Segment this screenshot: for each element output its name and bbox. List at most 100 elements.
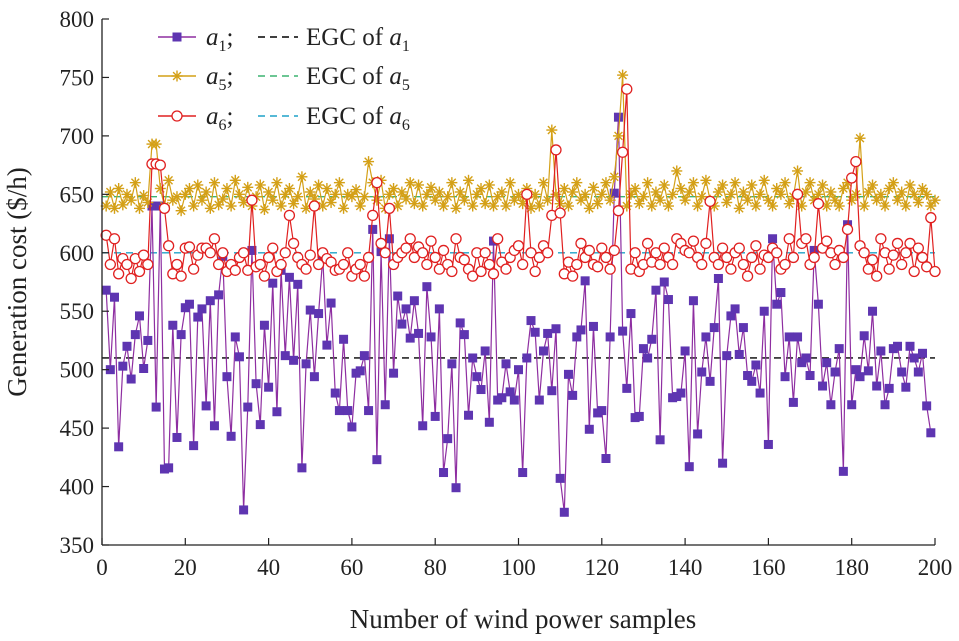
asterisk-stroke: [597, 189, 607, 199]
data-point-a5: [371, 194, 383, 206]
data-point-a1: [784, 332, 794, 342]
data-point-a1: [876, 346, 886, 356]
data-point-a1: [118, 361, 128, 371]
x-tick-label: 40: [257, 555, 280, 580]
data-point-a1: [389, 368, 399, 378]
data-point-a5: [550, 188, 562, 200]
data-point-a5: [271, 177, 283, 189]
asterisk-stroke: [888, 178, 898, 188]
data-point-a5: [683, 186, 695, 198]
asterisk-stroke: [393, 201, 403, 211]
data-point-a6: [367, 209, 379, 222]
data-point-a5: [408, 198, 420, 210]
y-tick-label: 600: [60, 241, 95, 266]
data-point-a6: [375, 237, 387, 250]
data-point-a5: [837, 182, 849, 194]
data-point-a1: [818, 381, 828, 391]
data-point-a6: [841, 223, 854, 236]
data-point-a5: [750, 200, 762, 212]
data-point-a1: [289, 355, 299, 365]
data-point-a5: [867, 179, 879, 191]
asterisk-stroke: [805, 178, 815, 188]
data-point-a5: [596, 188, 608, 200]
data-point-a1: [405, 333, 415, 343]
asterisk-stroke: [135, 203, 144, 213]
asterisk-stroke: [205, 203, 215, 213]
y-tick-label: 400: [60, 475, 95, 500]
data-point-a1: [880, 400, 890, 410]
data-point-a1: [626, 309, 636, 319]
data-point-a5: [171, 70, 183, 82]
data-point-a1: [384, 234, 394, 244]
asterisk-stroke: [530, 189, 540, 199]
data-point-a5: [871, 194, 883, 206]
asterisk-stroke: [118, 200, 128, 210]
data-point-a5: [313, 179, 325, 191]
asterisk-stroke: [268, 195, 278, 205]
data-point-a1: [659, 277, 669, 287]
data-point-a1: [143, 335, 153, 345]
data-point-a1: [543, 328, 553, 338]
data-point-a6: [800, 233, 812, 245]
legend-label-a1: a1;: [206, 24, 233, 55]
data-point-a1: [243, 402, 253, 412]
data-point-a6: [121, 258, 133, 271]
data-point-a6: [591, 261, 604, 273]
data-point-a5: [442, 191, 454, 203]
data-point-a6: [621, 83, 633, 95]
asterisk-stroke: [776, 189, 786, 199]
data-point-a5: [733, 202, 745, 214]
asterisk-stroke: [639, 192, 648, 202]
data-point-a1: [480, 346, 490, 356]
y-tick-label: 500: [60, 358, 95, 383]
data-point-a5: [488, 200, 500, 212]
data-point-a1: [588, 321, 598, 331]
asterisk-stroke: [489, 201, 498, 211]
asterisk-stroke: [593, 199, 603, 209]
data-point-a5: [887, 177, 899, 189]
asterisk-stroke: [276, 201, 286, 211]
data-point-a1: [893, 341, 903, 351]
data-point-a1: [768, 234, 778, 244]
data-point-a5: [721, 197, 733, 209]
data-point-a5: [800, 186, 812, 198]
data-point-a6: [571, 258, 583, 271]
data-point-a1: [726, 311, 736, 321]
data-point-a6: [517, 258, 529, 271]
data-point-a6: [741, 270, 754, 282]
data-point-a1: [793, 332, 803, 342]
data-point-a6: [883, 263, 895, 275]
asterisk-stroke: [405, 178, 415, 188]
asterisk-stroke: [272, 178, 282, 188]
data-point-a5: [142, 197, 154, 209]
data-point-a6: [700, 237, 712, 250]
data-point-a6: [891, 237, 904, 250]
data-point-a6: [383, 202, 396, 215]
data-point-a1: [284, 272, 294, 282]
data-point-a1: [205, 296, 215, 306]
legend-entry-a5: a5; EGC of a5: [158, 63, 410, 94]
data-point-a5: [450, 202, 462, 214]
data-point-a6: [142, 258, 154, 271]
data-point-a1: [822, 358, 832, 368]
asterisk-stroke: [601, 178, 611, 188]
data-point-a6: [871, 270, 883, 282]
data-point-a6: [658, 242, 670, 254]
asterisk-stroke: [605, 195, 615, 205]
data-point-a5: [542, 194, 554, 206]
data-point-a5: [629, 182, 641, 194]
data-point-a5: [513, 188, 524, 200]
data-point-a6: [337, 258, 350, 271]
data-point-a1: [443, 434, 453, 444]
data-point-a6: [258, 270, 271, 282]
asterisk-stroke: [643, 178, 653, 188]
asterisk-stroke: [751, 201, 761, 211]
data-point-a5: [117, 199, 129, 211]
data-point-a5: [617, 69, 629, 81]
asterisk-stroke: [347, 192, 357, 202]
asterisk-stroke: [684, 187, 694, 197]
data-point-a5: [200, 186, 212, 198]
data-point-a1: [172, 32, 182, 42]
asterisk-stroke: [322, 184, 332, 193]
data-point-a5: [746, 179, 758, 191]
